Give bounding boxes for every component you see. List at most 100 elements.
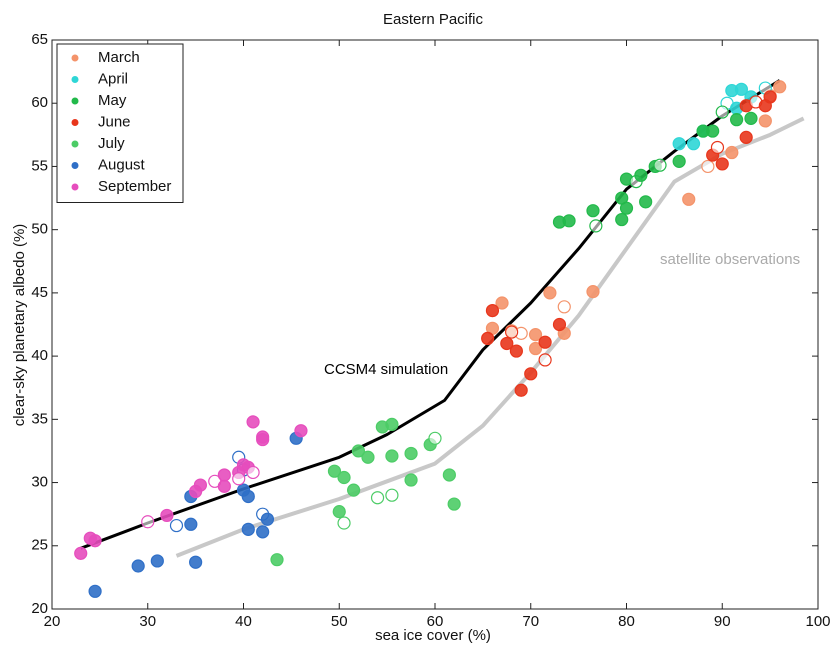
- scatter-point: [88, 534, 102, 548]
- scatter-point: [538, 353, 552, 367]
- scatter-point: [385, 417, 399, 431]
- y-tick-label: 55: [31, 157, 48, 174]
- annotation: CCSM4 simulation: [324, 361, 448, 378]
- x-tick-label: 100: [805, 613, 830, 630]
- y-tick-label: 25: [31, 537, 48, 554]
- scatter-point: [500, 336, 514, 351]
- scatter-point: [543, 286, 557, 300]
- x-tick-label: 70: [522, 613, 539, 630]
- scatter-point: [361, 450, 375, 464]
- scatter-point: [634, 168, 648, 182]
- scatter-point: [481, 331, 495, 346]
- scatter-point: [260, 512, 275, 526]
- scatter-point: [730, 113, 744, 127]
- scatter-point: [160, 508, 174, 523]
- scatter-point: [442, 468, 456, 482]
- x-tick-label: 40: [235, 613, 252, 630]
- legend-marker: [71, 54, 79, 62]
- scatter-point: [131, 559, 145, 573]
- scatter-point: [256, 430, 270, 444]
- scatter-point: [758, 114, 772, 128]
- legend-label: July: [98, 135, 125, 152]
- legend-marker: [71, 140, 79, 148]
- scatter-point: [706, 124, 720, 138]
- scatter-point: [701, 159, 715, 174]
- scatter-point: [505, 325, 519, 339]
- scatter-point: [447, 497, 461, 511]
- scatter-point: [88, 584, 102, 598]
- x-tick-label: 80: [618, 613, 635, 630]
- scatter-point: [150, 554, 164, 568]
- scatter-point: [351, 444, 365, 458]
- legend-label: March: [98, 49, 140, 66]
- scatter-point: [232, 472, 246, 486]
- y-tick-label: 45: [31, 284, 48, 301]
- scatter-point: [734, 82, 749, 96]
- scatter-point: [246, 415, 260, 429]
- scatter-point: [686, 137, 701, 151]
- legend-marker: [71, 76, 79, 83]
- scatter-point: [241, 522, 255, 536]
- scatter-point: [189, 555, 203, 569]
- scatter-point: [514, 383, 528, 397]
- scatter-point: [241, 489, 255, 504]
- scatter-point: [773, 80, 787, 94]
- scatter-point: [404, 473, 418, 487]
- scatter-point: [682, 192, 696, 206]
- legend-marker: [71, 183, 79, 191]
- x-tick-label: 20: [44, 613, 61, 630]
- scatter-point: [672, 154, 686, 168]
- scatter-point: [184, 517, 198, 531]
- scatter-point: [495, 296, 509, 310]
- scatter-point: [528, 328, 543, 342]
- scatter-point: [528, 341, 543, 356]
- legend-label: August: [98, 156, 146, 173]
- x-axis-label: sea ice cover (%): [375, 627, 491, 644]
- y-tick-label: 30: [31, 474, 48, 491]
- scatter-point: [332, 505, 346, 519]
- scatter-point: [586, 285, 600, 299]
- scatter-point: [347, 483, 361, 497]
- y-axis-label: clear-sky planetary albedo (%): [11, 224, 28, 427]
- scatter-point: [385, 488, 399, 502]
- scatter-point: [710, 140, 725, 155]
- x-tick-label: 90: [714, 613, 731, 630]
- simulation-line: [80, 79, 781, 550]
- scatter-point: [256, 525, 270, 539]
- y-tick-label: 60: [31, 94, 48, 111]
- scatter-point: [589, 219, 603, 233]
- legend-label: April: [98, 70, 128, 87]
- scatter-point: [428, 431, 442, 445]
- scatter-point: [327, 464, 342, 478]
- scatter-point: [615, 212, 629, 227]
- chart-title: Eastern Pacific: [383, 11, 484, 28]
- x-tick-label: 30: [139, 613, 156, 630]
- scatter-point: [715, 157, 729, 171]
- scatter-point: [619, 201, 634, 215]
- scatter-point: [337, 516, 351, 530]
- scatter-point: [586, 204, 600, 218]
- scatter-point: [639, 195, 653, 209]
- scatter-point: [744, 111, 758, 125]
- scatter-point: [169, 518, 184, 533]
- scatter-point: [370, 491, 385, 505]
- scatter-point: [485, 303, 500, 318]
- scatter-point: [725, 145, 739, 160]
- scatter-point: [404, 446, 418, 461]
- scatter-point: [552, 317, 567, 332]
- x-tick-label: 50: [331, 613, 348, 630]
- scatter-point: [524, 367, 538, 381]
- y-tick-label: 20: [31, 600, 48, 617]
- legend-marker: [71, 97, 79, 105]
- scatter-point: [294, 424, 308, 438]
- scatter-point: [217, 479, 231, 493]
- scatter-point: [557, 300, 571, 314]
- scatter-point: [141, 515, 155, 529]
- legend-marker: [71, 119, 79, 126]
- scatter-point: [270, 553, 284, 567]
- scatter-point: [763, 90, 777, 104]
- scatter-point: [74, 546, 88, 560]
- scatter-point: [739, 130, 753, 144]
- legend-label: September: [98, 178, 171, 195]
